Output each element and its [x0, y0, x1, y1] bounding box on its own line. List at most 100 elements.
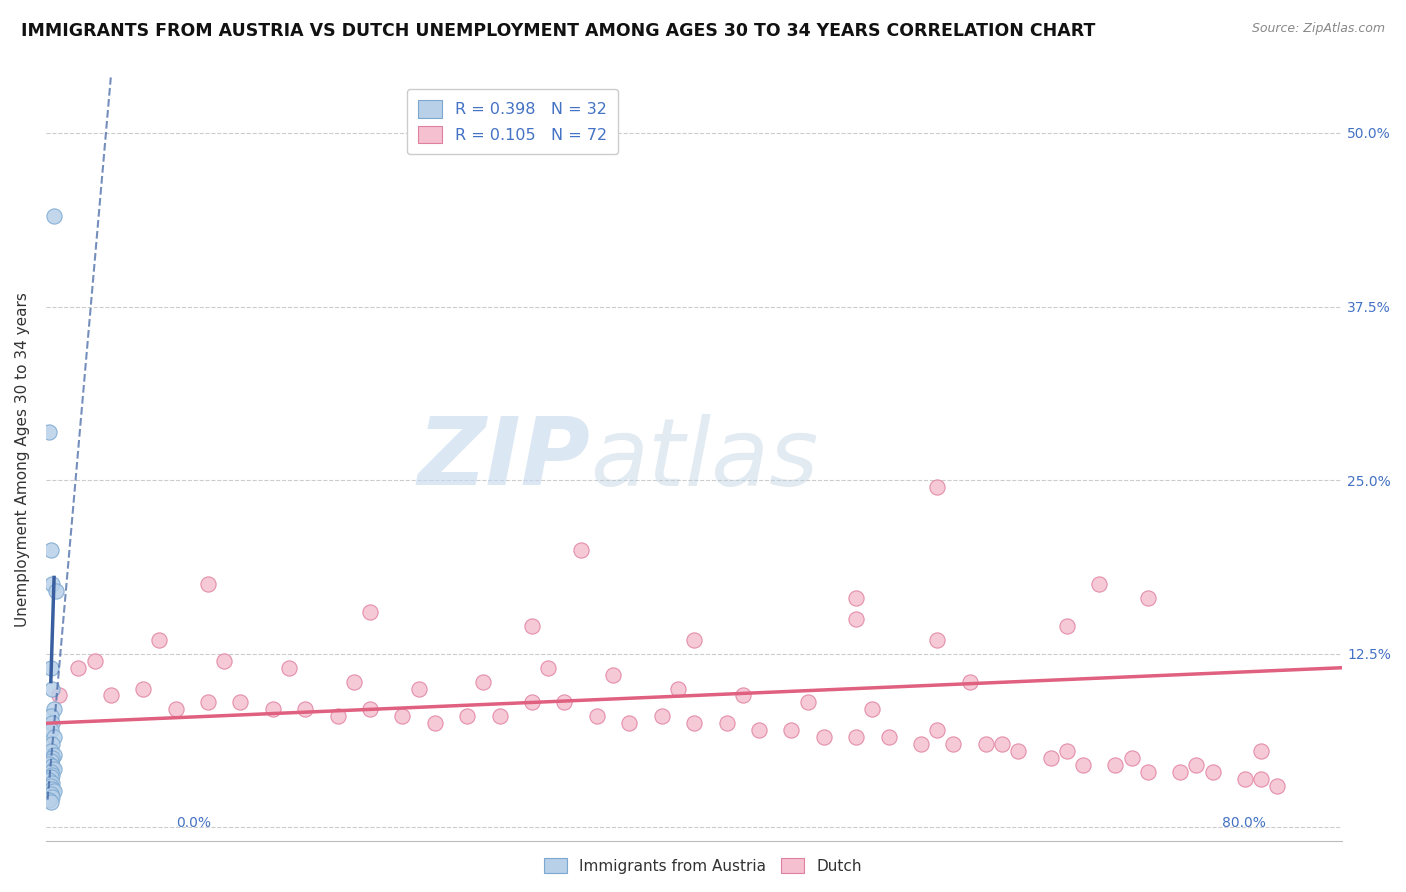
Point: [780, 723, 803, 738]
Point: [845, 612, 868, 626]
Text: 0.0%: 0.0%: [176, 816, 211, 830]
Point: [41, 681, 63, 696]
Point: [569, 542, 592, 557]
Point: [423, 716, 446, 731]
Point: [39, 661, 62, 675]
Text: ZIP: ZIP: [418, 413, 591, 506]
Point: [359, 605, 381, 619]
Point: [1250, 772, 1272, 786]
Point: [38, 773, 60, 788]
Point: [41, 759, 63, 773]
Point: [148, 632, 170, 647]
Point: [38, 792, 60, 806]
Point: [666, 681, 689, 696]
Point: [1121, 751, 1143, 765]
Point: [39, 709, 62, 723]
Point: [229, 695, 252, 709]
Point: [910, 737, 932, 751]
Point: [294, 702, 316, 716]
Point: [39, 771, 62, 785]
Point: [41, 716, 63, 731]
Point: [845, 730, 868, 744]
Point: [520, 695, 543, 709]
Point: [1267, 779, 1289, 793]
Point: [537, 661, 560, 675]
Point: [165, 702, 187, 716]
Legend: Immigrants from Austria, Dutch: Immigrants from Austria, Dutch: [538, 852, 868, 880]
Text: Source: ZipAtlas.com: Source: ZipAtlas.com: [1251, 22, 1385, 36]
Point: [974, 737, 997, 751]
Point: [45, 584, 67, 599]
Point: [262, 702, 284, 716]
Point: [359, 702, 381, 716]
Point: [42, 762, 65, 776]
Point: [1056, 619, 1078, 633]
Point: [197, 695, 219, 709]
Point: [132, 681, 155, 696]
Point: [877, 730, 900, 744]
Point: [456, 709, 478, 723]
Point: [41, 781, 63, 796]
Point: [1007, 744, 1029, 758]
Point: [39, 796, 62, 810]
Point: [991, 737, 1014, 751]
Point: [42, 748, 65, 763]
Point: [48, 689, 70, 703]
Point: [796, 695, 818, 709]
Point: [1104, 758, 1126, 772]
Point: [586, 709, 609, 723]
Text: atlas: atlas: [591, 414, 818, 505]
Point: [38, 425, 60, 439]
Point: [602, 667, 624, 681]
Point: [83, 654, 105, 668]
Point: [488, 709, 510, 723]
Point: [1136, 591, 1159, 606]
Point: [1185, 758, 1208, 772]
Point: [1088, 577, 1111, 591]
Point: [42, 702, 65, 716]
Point: [813, 730, 835, 744]
Point: [520, 619, 543, 633]
Point: [39, 779, 62, 793]
Point: [41, 577, 63, 591]
Point: [472, 674, 495, 689]
Point: [927, 723, 949, 738]
Point: [39, 723, 62, 738]
Point: [39, 744, 62, 758]
Point: [1071, 758, 1094, 772]
Point: [553, 695, 575, 709]
Point: [619, 716, 641, 731]
Text: 80.0%: 80.0%: [1222, 816, 1265, 830]
Point: [41, 737, 63, 751]
Point: [42, 784, 65, 798]
Point: [67, 661, 90, 675]
Point: [845, 591, 868, 606]
Point: [1136, 764, 1159, 779]
Point: [38, 756, 60, 771]
Point: [959, 674, 981, 689]
Point: [748, 723, 770, 738]
Point: [1250, 744, 1272, 758]
Point: [100, 689, 122, 703]
Point: [1168, 764, 1191, 779]
Point: [1201, 764, 1223, 779]
Point: [683, 632, 706, 647]
Point: [42, 210, 65, 224]
Point: [651, 709, 673, 723]
Point: [927, 480, 949, 494]
Point: [683, 716, 706, 731]
Point: [1234, 772, 1257, 786]
Point: [860, 702, 883, 716]
Point: [41, 751, 63, 765]
Point: [1056, 744, 1078, 758]
Point: [716, 716, 738, 731]
Point: [927, 632, 949, 647]
Point: [41, 767, 63, 781]
Point: [278, 661, 301, 675]
Point: [39, 787, 62, 801]
Point: [41, 776, 63, 790]
Point: [41, 789, 63, 804]
Point: [39, 542, 62, 557]
Point: [326, 709, 349, 723]
Point: [39, 764, 62, 779]
